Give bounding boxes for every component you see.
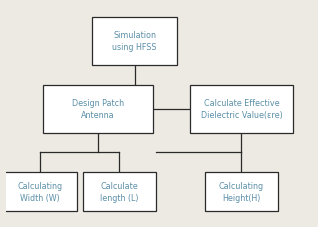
FancyBboxPatch shape — [83, 172, 156, 212]
Text: Design Patch
Antenna: Design Patch Antenna — [72, 99, 124, 119]
Text: Calculate Effective
Dielectric Value(εre): Calculate Effective Dielectric Value(εre… — [201, 99, 282, 119]
Text: Calculating
Width (W): Calculating Width (W) — [17, 182, 63, 202]
FancyBboxPatch shape — [190, 85, 293, 133]
FancyBboxPatch shape — [3, 172, 77, 212]
FancyBboxPatch shape — [92, 18, 177, 66]
Text: Calculating
Height(H): Calculating Height(H) — [219, 182, 264, 202]
Text: Calculate
length (L): Calculate length (L) — [100, 182, 139, 202]
Text: Simulation
using HFSS: Simulation using HFSS — [112, 31, 157, 52]
FancyBboxPatch shape — [205, 172, 278, 212]
FancyBboxPatch shape — [43, 85, 153, 133]
